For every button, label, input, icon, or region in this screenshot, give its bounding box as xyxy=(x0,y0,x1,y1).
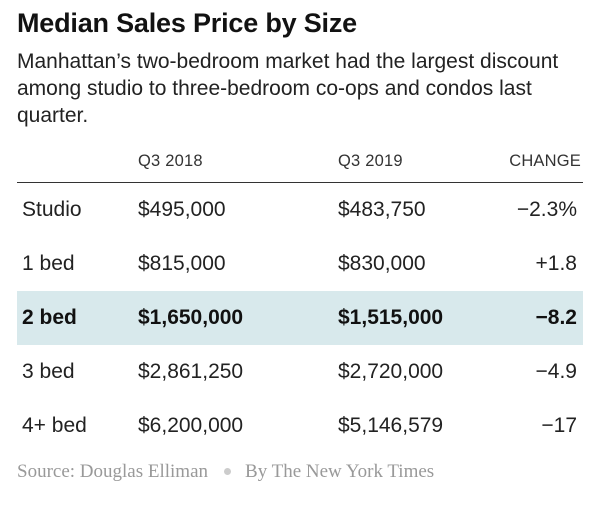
table-body: Studio $495,000 $483,750 −2.3% 1 bed $815,000… xyxy=(17,183,583,453)
cell-q3-2019: $5,146,579 xyxy=(338,414,444,437)
cell-change: −17 xyxy=(541,414,577,437)
cell-change: +1.8 xyxy=(535,252,577,275)
cell-q3-2019: $2,720,000 xyxy=(338,360,444,383)
cell-change: −2.3% xyxy=(516,198,577,221)
credit-text: By The New York Times xyxy=(245,461,435,482)
column-header-q3-2019: Q3 2019 xyxy=(338,152,403,170)
table-header-row: Q3 2018 Q3 2019 CHANGE xyxy=(17,144,583,183)
table-row: 1 bed $815,000 $830,000 +1.8 xyxy=(17,237,583,291)
row-label: 1 bed xyxy=(22,252,75,275)
table-row: Studio $495,000 $483,750 −2.3% xyxy=(17,183,583,237)
column-header-change: CHANGE xyxy=(509,152,581,170)
table-row: 2 bed $1,650,000 $1,515,000 −8.2 xyxy=(17,291,583,345)
cell-change: −4.9 xyxy=(535,360,577,383)
chart-footer: Source: Douglas Elliman By The New York T… xyxy=(17,461,434,483)
cell-q3-2018: $815,000 xyxy=(138,252,226,275)
column-header-q3-2018: Q3 2018 xyxy=(138,152,203,170)
separator-dot-icon xyxy=(224,467,232,475)
row-label: 4+ bed xyxy=(22,414,87,437)
cell-q3-2018: $495,000 xyxy=(138,198,226,221)
row-label: 2 bed xyxy=(22,306,77,329)
cell-q3-2018: $1,650,000 xyxy=(138,306,244,329)
chart-subtitle: Manhattan’s two-bedroom market had the l… xyxy=(17,50,559,127)
cell-q3-2019: $1,515,000 xyxy=(338,306,444,329)
table-row: 4+ bed $6,200,000 $5,146,579 −17 xyxy=(17,399,583,453)
cell-q3-2018: $6,200,000 xyxy=(138,414,244,437)
chart-header: Median Sales Price by Size Manhattan’s t… xyxy=(17,6,583,129)
cell-q3-2019: $830,000 xyxy=(338,252,426,275)
row-label: Studio xyxy=(22,198,82,221)
cell-change: −8.2 xyxy=(535,306,577,329)
cell-q3-2019: $483,750 xyxy=(338,198,426,221)
price-table: Q3 2018 Q3 2019 CHANGE Studio $495,000 $48… xyxy=(17,144,583,453)
source-text: Source: Douglas Elliman xyxy=(17,461,209,482)
table-row: 3 bed $2,861,250 $2,720,000 −4.9 xyxy=(17,345,583,399)
cell-q3-2018: $2,861,250 xyxy=(138,360,244,383)
row-label: 3 bed xyxy=(22,360,75,383)
chart-title: Median Sales Price by Size xyxy=(17,8,357,38)
